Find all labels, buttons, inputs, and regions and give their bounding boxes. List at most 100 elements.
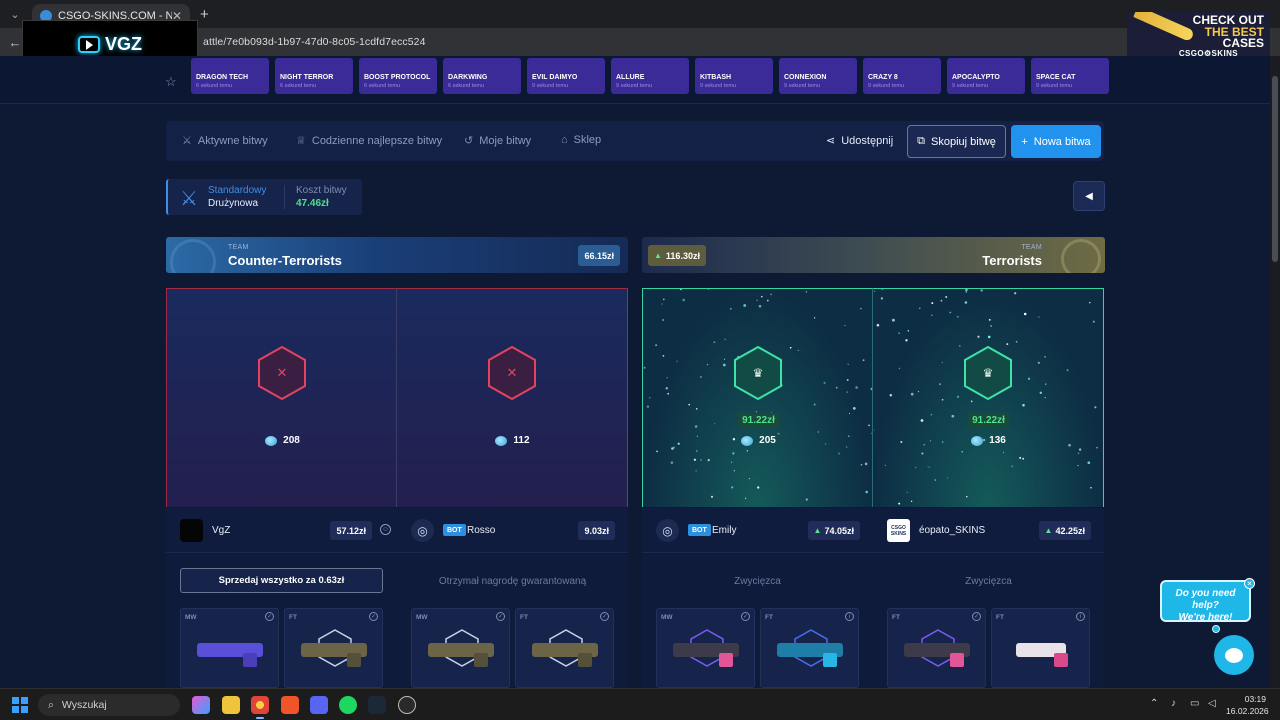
check-icon[interactable]: ✓ xyxy=(972,612,981,621)
tab-close-icon[interactable]: ✕ xyxy=(171,9,182,23)
weapon-stock xyxy=(950,653,964,667)
case-card[interactable]: NIGHT TERROR 6 sekund temu xyxy=(275,58,353,94)
windows-start-icon[interactable] xyxy=(12,697,28,713)
player-name: Emily xyxy=(712,525,737,536)
promo-line-3: CASES xyxy=(1222,36,1264,50)
microphone-icon[interactable]: ♪ xyxy=(1171,698,1176,709)
slot-result: ✕ xyxy=(487,345,537,401)
bot-avatar-icon: ◎ xyxy=(656,519,679,542)
check-icon[interactable]: ✓ xyxy=(369,612,378,621)
player-status: Zwycięzca xyxy=(873,554,1104,606)
item-card[interactable]: FT ✓ xyxy=(887,608,986,688)
check-icon[interactable]: ✓ xyxy=(600,612,609,621)
nav-shop[interactable]: ⌂ Sklep xyxy=(561,134,601,146)
info-icon[interactable]: i xyxy=(1076,612,1085,621)
items-row: MW ✓ FT ✓ xyxy=(397,606,628,688)
coin-icon xyxy=(495,435,508,446)
item-card[interactable]: MW ✓ xyxy=(180,608,279,688)
back-arrow-icon[interactable]: ← xyxy=(8,34,22,50)
taskbar-clock[interactable]: 03:19 16.02.2026 xyxy=(1226,693,1269,717)
player-name[interactable]: éopato_SKINS xyxy=(919,525,986,536)
check-icon[interactable]: ✓ xyxy=(265,612,274,621)
player-name[interactable]: VgZ xyxy=(212,525,231,536)
case-card[interactable]: EVIL DAIMYO 9 sekund temu xyxy=(527,58,605,94)
case-time: 9 sekund temu xyxy=(868,83,905,89)
clock-time: 03:19 xyxy=(1244,694,1266,704)
new-battle-button[interactable]: + Nowa bitwa xyxy=(1011,125,1101,158)
star-icon[interactable]: ☆ xyxy=(165,74,177,89)
scrollbar[interactable] xyxy=(1270,56,1280,688)
nav-daily-best-label: Codzienne najlepsze bitwy xyxy=(311,134,443,147)
case-card[interactable]: DRAGON TECH 6 sekund temu xyxy=(191,58,269,94)
player-slot: ✕ 208 xyxy=(166,288,397,507)
player-status: Sprzedaj wszystko za 0.63zł xyxy=(166,554,397,606)
brave-icon[interactable] xyxy=(281,696,299,714)
player-row: ◎ BOT Rosso 9.03zł xyxy=(397,508,628,553)
battle-mode-info: ⚔ Standardowy Drużynowa Koszt bitwy 47.4… xyxy=(166,179,362,215)
item-card[interactable]: MW ✓ xyxy=(411,608,510,688)
case-card[interactable]: DARKWING 6 sekund temu xyxy=(443,58,521,94)
item-card[interactable]: FT ✓ xyxy=(284,608,383,688)
nav-shop-label: Sklep xyxy=(573,134,602,146)
weapon-stock xyxy=(578,653,592,667)
discord-icon[interactable] xyxy=(310,696,328,714)
case-card[interactable]: CRAZY 8 9 sekund temu xyxy=(863,58,941,94)
avatar[interactable] xyxy=(180,519,203,542)
check-icon[interactable]: ✓ xyxy=(741,612,750,621)
chat-button[interactable] xyxy=(1214,635,1254,675)
display-icon[interactable]: ▭ xyxy=(1190,698,1200,709)
slot-result: ✕ xyxy=(257,345,307,401)
nav-daily-best[interactable]: ♕ Codzienne najlepsze bitwy xyxy=(296,134,443,148)
case-card[interactable]: CONNEXION 9 sekund temu xyxy=(779,58,857,94)
share-button[interactable]: ⋖ Udostępnij xyxy=(826,134,893,148)
sound-toggle-button[interactable]: ◀ xyxy=(1073,181,1105,211)
steam-icon[interactable] xyxy=(368,696,386,714)
item-card[interactable]: FT i xyxy=(760,608,859,688)
copy-icon: ⧉ xyxy=(917,135,926,147)
chrome-icon[interactable] xyxy=(251,696,269,719)
info-icon[interactable]: i xyxy=(845,612,854,621)
tab-search-chevron-icon[interactable]: ⌄ xyxy=(10,8,20,21)
item-card[interactable]: MW ✓ xyxy=(656,608,755,688)
address-bar: ← attle/7e0b093d-1b97-47d0-8c05-1cdfd7ec… xyxy=(0,28,1280,56)
knife-icon xyxy=(1133,12,1195,43)
scroll-thumb[interactable] xyxy=(1272,76,1278,262)
item-card[interactable]: FT i xyxy=(991,608,1090,688)
search-icon: ⌕ xyxy=(48,698,54,711)
emoji-icon[interactable]: ☺ xyxy=(380,524,391,535)
taskbar-search[interactable]: ⌕ Wyszukaj xyxy=(38,694,180,716)
case-card[interactable]: ALLURE 9 sekund temu xyxy=(611,58,689,94)
case-card[interactable]: APOCALYPTO 9 sekund temu xyxy=(947,58,1025,94)
help-bubble[interactable]: Do you need help? We're here! xyxy=(1160,580,1251,623)
nav-my-battles[interactable]: ↺ Moje bitwy xyxy=(464,134,531,148)
case-card[interactable]: BOOST PROTOCOL 6 sekund temu xyxy=(359,58,437,94)
obs-icon[interactable] xyxy=(398,696,416,714)
avatar[interactable]: CSGO SKINS xyxy=(887,519,910,542)
case-card[interactable]: SPACE CAT 9 sekund temu xyxy=(1031,58,1109,94)
new-tab-button[interactable]: + xyxy=(200,5,209,23)
check-icon[interactable]: ✓ xyxy=(496,612,505,621)
case-time: 9 sekund temu xyxy=(700,83,737,89)
copy-battle-button[interactable]: ⧉ Skopiuj bitwę xyxy=(907,125,1006,158)
case-card[interactable]: KITBASH 9 sekund temu xyxy=(695,58,773,94)
team-label: TEAM xyxy=(228,244,249,251)
case-time: 9 sekund temu xyxy=(952,83,989,89)
url-field[interactable]: attle/7e0b093d-1b97-47d0-8c05-1cdfd7ecc5… xyxy=(203,36,426,48)
close-icon[interactable]: ✕ xyxy=(1244,578,1255,589)
tray-chevron-icon[interactable]: ⌃ xyxy=(1150,698,1159,709)
promo-banner[interactable]: CHECK OUT THE BEST CASES CSGO⚙SKINS xyxy=(1127,12,1270,60)
item-card[interactable]: FT ✓ xyxy=(515,608,614,688)
nav-active-battles[interactable]: ⚔ Aktywne bitwy xyxy=(182,134,268,148)
trophy-icon: ♛ xyxy=(752,366,764,380)
item-wear: MW xyxy=(185,614,197,621)
case-name: APOCALYPTO xyxy=(952,74,1000,81)
file-explorer-icon[interactable] xyxy=(222,696,240,714)
arrow-up-icon: ▲ xyxy=(813,526,822,535)
copilot-icon[interactable] xyxy=(192,696,210,714)
battle-cost-label: Koszt bitwy xyxy=(296,185,347,196)
sell-all-button[interactable]: Sprzedaj wszystko za 0.63zł xyxy=(180,568,383,593)
coin-count: 136 xyxy=(873,435,1103,446)
volume-icon[interactable]: ◁ xyxy=(1208,698,1216,709)
items-row: MW ✓ FT ✓ xyxy=(166,606,397,688)
spotify-icon[interactable] xyxy=(339,696,357,714)
